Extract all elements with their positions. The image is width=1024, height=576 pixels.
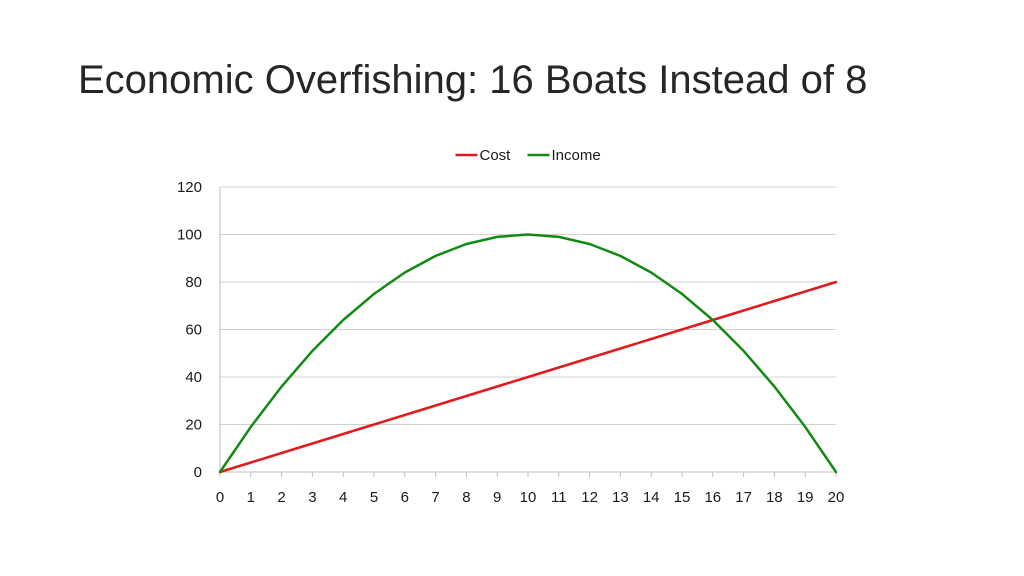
x-tick-label: 5	[370, 489, 378, 506]
x-tick-label: 3	[308, 489, 316, 506]
series-lines	[218, 233, 838, 474]
series-line-income	[218, 233, 838, 474]
x-tick-label: 9	[493, 489, 501, 506]
y-tick-label: 20	[185, 417, 202, 434]
x-tick-label: 19	[797, 489, 814, 506]
x-tick-label: 13	[612, 489, 629, 506]
x-tick-label: 4	[339, 489, 347, 506]
x-tick-label: 18	[766, 489, 783, 506]
legend-label-cost: Cost	[480, 147, 512, 164]
legend: Cost Income	[455, 147, 601, 164]
x-tick-label: 20	[828, 489, 845, 506]
x-tick-label: 11	[551, 489, 567, 506]
x-tick-label: 1	[247, 489, 255, 506]
x-tick-label: 15	[674, 489, 691, 506]
y-tick-label: 120	[177, 179, 202, 196]
slide-title: Economic Overfishing: 16 Boats Instead o…	[78, 58, 868, 102]
x-tick-label: 16	[704, 489, 721, 506]
y-tick-label: 60	[185, 322, 202, 339]
y-tick-label: 80	[185, 274, 202, 291]
y-tick-label: 0	[194, 464, 202, 481]
y-tick-label: 40	[185, 369, 202, 386]
series-line-cost	[218, 280, 838, 474]
x-tick-label: 17	[735, 489, 752, 506]
x-tick-label: 14	[643, 489, 660, 506]
x-tick-label: 7	[431, 489, 439, 506]
x-tick-label: 10	[520, 489, 537, 506]
x-tick-label: 2	[277, 489, 285, 506]
x-tick-label: 0	[216, 489, 224, 506]
gridlines	[220, 186, 836, 425]
x-tick-label: 6	[401, 489, 409, 506]
y-tick-label: 100	[177, 227, 202, 244]
x-tick-label: 12	[581, 489, 598, 506]
x-tick-label: 8	[462, 489, 470, 506]
legend-label-income: Income	[552, 147, 601, 164]
